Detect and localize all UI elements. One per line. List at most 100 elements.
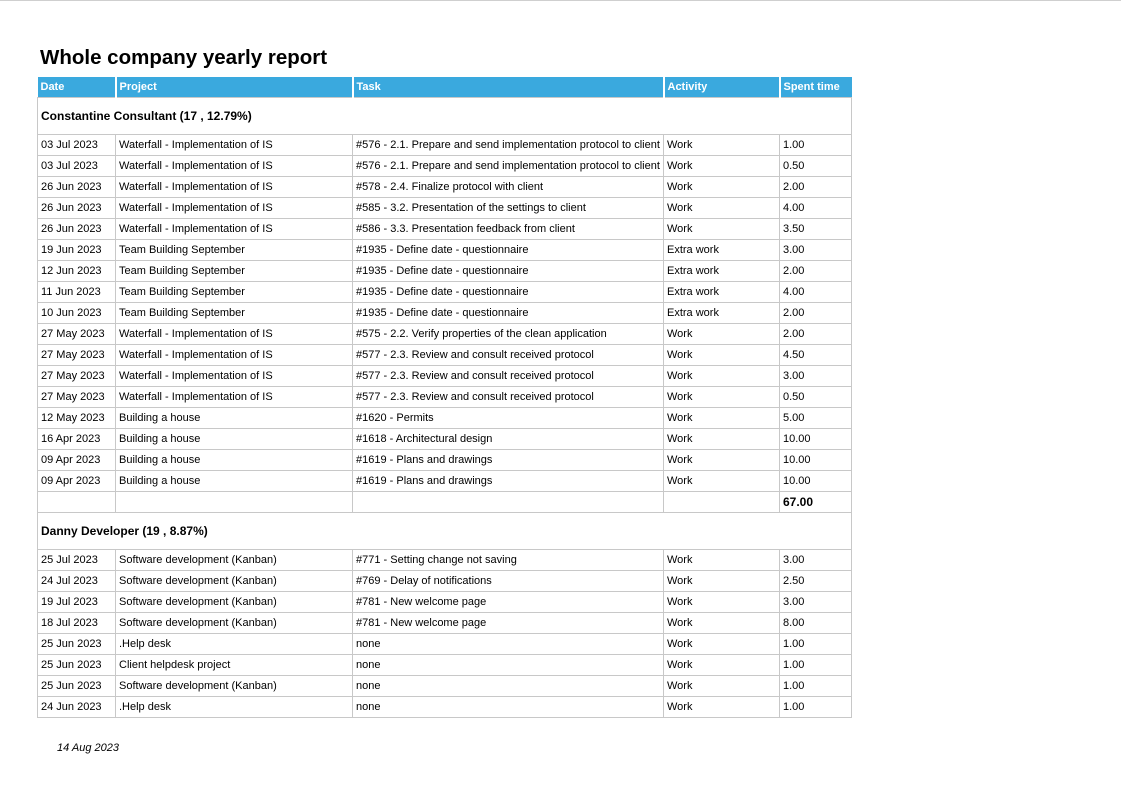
date-cell: 27 May 2023 (37, 365, 116, 387)
task-cell: #1618 - Architectural design (352, 428, 664, 450)
activity-cell: Work (663, 407, 780, 429)
table-row: 25 Jun 2023 Client helpdesk project none Wo… (37, 654, 852, 676)
date-cell: 09 Apr 2023 (37, 449, 116, 471)
activity-cell: Work (663, 633, 780, 655)
date-cell: 03 Jul 2023 (37, 134, 116, 156)
activity-cell: Work (663, 570, 780, 592)
date-cell: 27 May 2023 (37, 386, 116, 408)
column-header-spent-time: Spent time (779, 77, 852, 98)
spent-time-cell: 3.00 (779, 591, 852, 613)
task-cell: #578 - 2.4. Finalize protocol with clien… (352, 176, 664, 198)
table-row: 27 May 2023 Waterfall - Implementation of… (37, 344, 852, 366)
report-title: Whole company yearly report (40, 46, 328, 69)
column-header-task: Task (352, 77, 665, 98)
table-row: 09 Apr 2023 Building a house #1619 - Plans… (37, 449, 852, 471)
date-cell: 09 Apr 2023 (37, 470, 116, 492)
activity-cell: Work (663, 197, 780, 219)
project-cell: Waterfall - Implementation of IS (115, 365, 353, 387)
activity-cell: Extra work (663, 260, 780, 282)
project-cell: Team Building September (115, 260, 353, 282)
task-cell: none (352, 633, 664, 655)
project-cell: Waterfall - Implementation of IS (115, 344, 353, 366)
group-header-row: Danny Developer (19 , 8.87%) (37, 512, 852, 550)
activity-cell: Work (663, 365, 780, 387)
task-cell: #1935 - Define date - questionnaire (352, 260, 664, 282)
task-cell: #1619 - Plans and drawings (352, 449, 664, 471)
column-header-activity: Activity (663, 77, 781, 98)
activity-cell: Work (663, 344, 780, 366)
activity-cell: Work (663, 449, 780, 471)
activity-cell: Extra work (663, 302, 780, 324)
date-cell: 25 Jul 2023 (37, 549, 116, 571)
project-cell: Waterfall - Implementation of IS (115, 218, 353, 240)
spent-time-cell: 2.00 (779, 176, 852, 198)
table-row: 25 Jun 2023 Software development (Kanban)… (37, 675, 852, 697)
spent-time-cell: 5.00 (779, 407, 852, 429)
table-row: 19 Jun 2023 Team Building September #1935 … (37, 239, 852, 261)
date-cell: 10 Jun 2023 (37, 302, 116, 324)
table-row: 26 Jun 2023 Waterfall - Implementation of… (37, 176, 852, 198)
empty-cell (663, 491, 780, 513)
group-header-row: Constantine Consultant (17 , 12.79%) (37, 97, 852, 135)
task-cell: #771 - Setting change not saving (352, 549, 664, 571)
activity-cell: Work (663, 134, 780, 156)
table-row: 03 Jul 2023 Waterfall - Implementation of… (37, 134, 852, 156)
task-cell: #577 - 2.3. Review and consult received … (352, 344, 664, 366)
project-cell: Client helpdesk project (115, 654, 353, 676)
spent-time-cell: 1.00 (779, 675, 852, 697)
date-cell: 26 Jun 2023 (37, 176, 116, 198)
task-cell: #1935 - Define date - questionnaire (352, 281, 664, 303)
date-cell: 12 May 2023 (37, 407, 116, 429)
task-cell: none (352, 675, 664, 697)
table-row: 11 Jun 2023 Team Building September #1935 … (37, 281, 852, 303)
task-cell: #585 - 3.2. Presentation of the settings… (352, 197, 664, 219)
spent-time-cell: 8.00 (779, 612, 852, 634)
activity-cell: Work (663, 675, 780, 697)
project-cell: .Help desk (115, 696, 353, 718)
date-cell: 26 Jun 2023 (37, 197, 116, 219)
activity-cell: Work (663, 386, 780, 408)
empty-cell (115, 491, 353, 513)
spent-time-cell: 3.00 (779, 549, 852, 571)
table-row: 25 Jul 2023 Software development (Kanban)… (37, 549, 852, 571)
activity-cell: Work (663, 591, 780, 613)
project-cell: Team Building September (115, 281, 353, 303)
project-cell: Building a house (115, 470, 353, 492)
spent-time-cell: 0.50 (779, 386, 852, 408)
spent-time-cell: 4.00 (779, 281, 852, 303)
date-cell: 18 Jul 2023 (37, 612, 116, 634)
project-cell: Building a house (115, 428, 353, 450)
task-cell: #577 - 2.3. Review and consult received … (352, 386, 664, 408)
task-cell: #576 - 2.1. Prepare and send implementat… (352, 155, 664, 177)
spent-time-cell: 1.00 (779, 696, 852, 718)
task-cell: #781 - New welcome page (352, 591, 664, 613)
spent-time-cell: 1.00 (779, 134, 852, 156)
activity-cell: Work (663, 470, 780, 492)
spent-time-cell: 2.00 (779, 323, 852, 345)
project-cell: Waterfall - Implementation of IS (115, 155, 353, 177)
spent-time-cell: 2.50 (779, 570, 852, 592)
project-cell: Software development (Kanban) (115, 549, 353, 571)
spent-time-cell: 1.00 (779, 633, 852, 655)
date-cell: 11 Jun 2023 (37, 281, 116, 303)
spent-time-cell: 4.00 (779, 197, 852, 219)
task-cell: #1935 - Define date - questionnaire (352, 239, 664, 261)
date-cell: 27 May 2023 (37, 344, 116, 366)
group-label: Constantine Consultant (17 , 12.79%) (37, 97, 852, 135)
table-row: 27 May 2023 Waterfall - Implementation of… (37, 386, 852, 408)
project-cell: .Help desk (115, 633, 353, 655)
date-cell: 27 May 2023 (37, 323, 116, 345)
table-row: 10 Jun 2023 Team Building September #1935 … (37, 302, 852, 324)
date-cell: 26 Jun 2023 (37, 218, 116, 240)
activity-cell: Extra work (663, 281, 780, 303)
table-row: 24 Jul 2023 Software development (Kanban)… (37, 570, 852, 592)
task-cell: none (352, 654, 664, 676)
activity-cell: Work (663, 176, 780, 198)
project-cell: Team Building September (115, 239, 353, 261)
spent-time-cell: 2.00 (779, 260, 852, 282)
project-cell: Software development (Kanban) (115, 591, 353, 613)
task-cell: #1620 - Permits (352, 407, 664, 429)
project-cell: Building a house (115, 449, 353, 471)
project-cell: Waterfall - Implementation of IS (115, 134, 353, 156)
date-cell: 19 Jul 2023 (37, 591, 116, 613)
